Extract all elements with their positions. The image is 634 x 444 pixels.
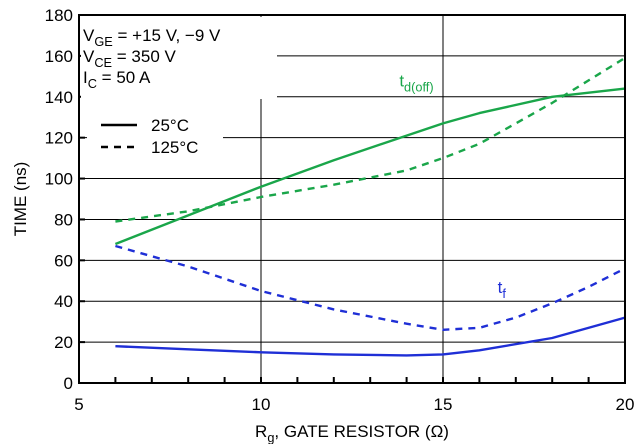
y-tick-label: 80 xyxy=(54,210,73,229)
x-axis-label-rest: , GATE RESISTOR (Ω) xyxy=(274,422,449,441)
x-tick-label: 15 xyxy=(434,395,453,414)
tick-labels: 0 20 40 60 80 100 120 140 160 180 5 10 15 20 xyxy=(45,6,634,414)
legend: 25°C 125°C xyxy=(87,111,223,169)
series-line-tdoff-25c xyxy=(114,87,626,246)
y-tick-label: 40 xyxy=(54,292,73,311)
axis-ticks xyxy=(78,14,626,384)
axis-labels: Rg, GATE RESISTOR (Ω) TIME (ns) xyxy=(11,162,449,444)
condition-3: IC = 50 A xyxy=(83,68,151,91)
y-tick-label: 140 xyxy=(45,88,73,107)
condition-3-sub: C xyxy=(88,76,97,91)
condition-2-sub: CE xyxy=(94,55,112,70)
series-line-tf-125c xyxy=(115,244,626,331)
x-tick-label: 10 xyxy=(252,395,271,414)
y-axis-label: TIME (ns) xyxy=(11,162,30,237)
conditions-background xyxy=(81,17,277,99)
y-tick-label: 120 xyxy=(45,129,73,148)
y-tick-label: 60 xyxy=(54,251,73,270)
condition-2-rest: = 350 V xyxy=(112,47,176,66)
plot-frame xyxy=(78,14,626,384)
y-tick-label: 100 xyxy=(45,170,73,189)
x-axis-label-sub: g xyxy=(267,430,274,444)
annotation-2-sub: f xyxy=(502,286,506,301)
condition-2-main: V xyxy=(83,47,95,66)
y-tick-label: 160 xyxy=(45,47,73,66)
series-line-tf-25c xyxy=(115,316,626,357)
x-tick-label: 20 xyxy=(616,395,634,414)
annotation-2: tf xyxy=(498,278,507,301)
condition-1-rest: = +15 V, −9 V xyxy=(113,26,221,45)
y-tick-label: 0 xyxy=(64,374,73,393)
condition-1-sub: GE xyxy=(94,34,112,49)
x-tick-label: 5 xyxy=(74,395,83,414)
condition-1-main: V xyxy=(83,26,95,45)
x-axis-label: Rg, GATE RESISTOR (Ω) xyxy=(255,422,449,444)
y-tick-label: 20 xyxy=(54,333,73,352)
legend-background xyxy=(87,111,223,169)
condition-3-rest: = 50 A xyxy=(97,68,151,87)
annotation-2-main: t xyxy=(498,278,503,297)
series-lines xyxy=(114,56,626,357)
y-tick-label: 180 xyxy=(45,6,73,25)
annotations: td(off)tf xyxy=(399,72,506,302)
series-line-tdoff-125c xyxy=(115,56,626,223)
legend-label: 25°C xyxy=(151,116,189,135)
condition-1: VGE = +15 V, −9 V xyxy=(83,26,221,49)
x-axis-label-main: R xyxy=(255,422,267,441)
annotation-1-main: t xyxy=(399,72,404,91)
condition-2: VCE = 350 V xyxy=(83,47,177,70)
legend-label: 125°C xyxy=(151,138,198,157)
annotation-1: td(off) xyxy=(399,72,433,95)
condition-3-main: I xyxy=(83,68,88,87)
annotation-1-sub: d(off) xyxy=(404,80,434,95)
